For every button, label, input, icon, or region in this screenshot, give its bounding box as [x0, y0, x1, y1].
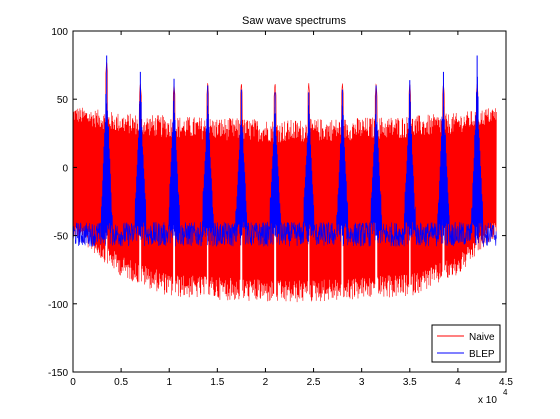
y-tick-label: -150: [48, 368, 68, 379]
legend-label-blep: BLEP: [469, 349, 495, 360]
x-axis: 0 0.5 1 1.5 2 2.5 3 3.5 4 4.5: [70, 31, 513, 388]
x-tick-label: 1: [166, 377, 172, 388]
y-tick-label: 50: [57, 95, 69, 106]
chart-title: Saw wave spectrums: [242, 15, 346, 27]
plot-frame: [72, 30, 507, 373]
x-tick-label: 2.5: [307, 377, 321, 388]
x-multiplier-exponent: 4: [503, 388, 508, 397]
series-naive-line: [72, 61, 497, 303]
x-tick-label: 1.5: [210, 377, 224, 388]
x-multiplier-label: x 10: [478, 395, 497, 406]
x-multiplier: x 10 4: [478, 388, 508, 406]
x-tick-label: 3: [359, 377, 365, 388]
y-axis: -150 -100 -50 0 50 100: [48, 27, 506, 379]
x-tick-label: 4.5: [499, 377, 513, 388]
y-tick-label: 0: [62, 163, 68, 174]
legend-label-naive: Naive: [469, 332, 495, 343]
x-tick-label: 0: [70, 377, 76, 388]
x-tick-label: 0.5: [114, 377, 128, 388]
legend: Naive BLEP: [431, 324, 501, 363]
y-tick-label: 100: [51, 27, 68, 38]
x-tick-label: 4: [455, 377, 461, 388]
legend-box: [431, 324, 501, 363]
x-tick-label: 2: [263, 377, 269, 388]
series-blep-line: [72, 76, 497, 247]
series-layer: [72, 55, 497, 303]
y-tick-label: -100: [48, 300, 68, 311]
y-tick-label: -50: [54, 232, 69, 243]
x-tick-label: 3.5: [403, 377, 417, 388]
